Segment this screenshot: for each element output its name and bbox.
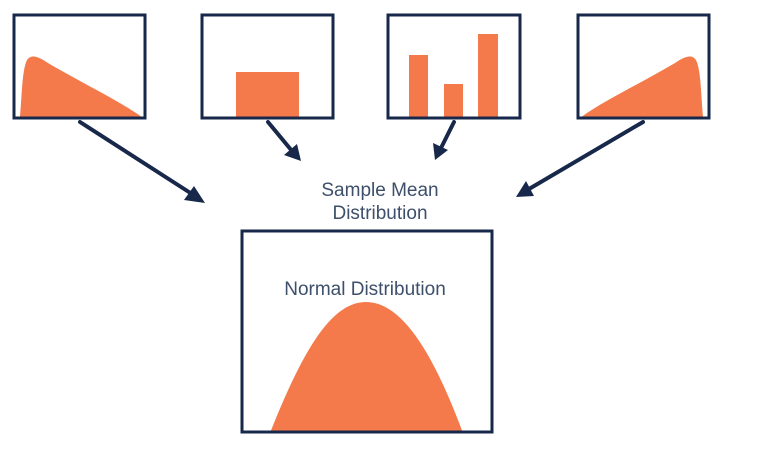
arrow-2 xyxy=(266,120,301,161)
source-panel-left-skewed xyxy=(576,13,711,120)
arrow-1 xyxy=(78,120,205,203)
left-skewed-distribution-icon xyxy=(582,56,703,117)
discrete-bar-distribution-icon xyxy=(409,34,498,117)
uniform-distribution-icon xyxy=(236,72,299,117)
normal-distribution-label: Normal Distribution xyxy=(284,279,446,300)
panel-frame xyxy=(200,13,335,120)
right-skewed-distribution-icon xyxy=(20,56,141,117)
source-panel-uniform xyxy=(200,13,335,120)
source-panel-right-skewed xyxy=(12,13,147,120)
source-panel-discrete-bars xyxy=(386,13,522,120)
bell-curve-icon xyxy=(271,302,462,431)
arrow-3 xyxy=(433,120,456,160)
arrow-4 xyxy=(516,120,645,197)
sample-mean-distribution-label: Sample Mean Distribution xyxy=(300,179,460,225)
bar xyxy=(409,55,428,117)
sample-mean-label-line1: Sample Mean xyxy=(321,180,439,201)
bar xyxy=(478,34,498,117)
sample-mean-label-line2: Distribution xyxy=(332,203,428,224)
result-panel-normal xyxy=(240,229,494,434)
bar xyxy=(444,84,463,117)
